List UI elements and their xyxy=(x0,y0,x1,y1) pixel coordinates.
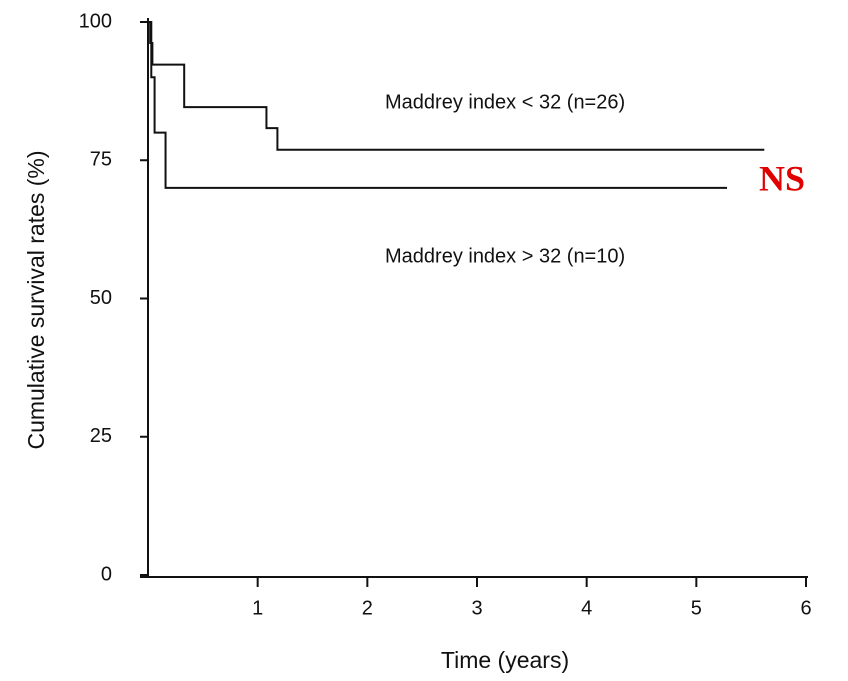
x-tick-label: 3 xyxy=(471,597,482,619)
x-tick-label: 2 xyxy=(362,597,373,619)
y-tick-label: 50 xyxy=(90,287,112,309)
survival-line xyxy=(148,21,765,151)
y-tick-label: 0 xyxy=(101,563,112,585)
y-axis-label: Cumulative survival rates (%) xyxy=(23,150,49,449)
survival-line xyxy=(148,21,728,189)
y-tick-label: 25 xyxy=(90,425,112,447)
x-tick-label: 5 xyxy=(691,597,702,619)
x-tick-label: 4 xyxy=(581,597,592,619)
x-tick-label: 6 xyxy=(800,597,811,619)
annotation: NS xyxy=(759,158,805,198)
y-tick-label: 100 xyxy=(79,10,112,32)
y-tick-label: 75 xyxy=(90,149,112,171)
series-label: Maddrey index > 32 (n=10) xyxy=(385,245,625,267)
x-tick-label: 1 xyxy=(252,597,263,619)
series-label: Maddrey index < 32 (n=26) xyxy=(385,91,625,113)
x-axis-label: Time (years) xyxy=(441,647,569,673)
